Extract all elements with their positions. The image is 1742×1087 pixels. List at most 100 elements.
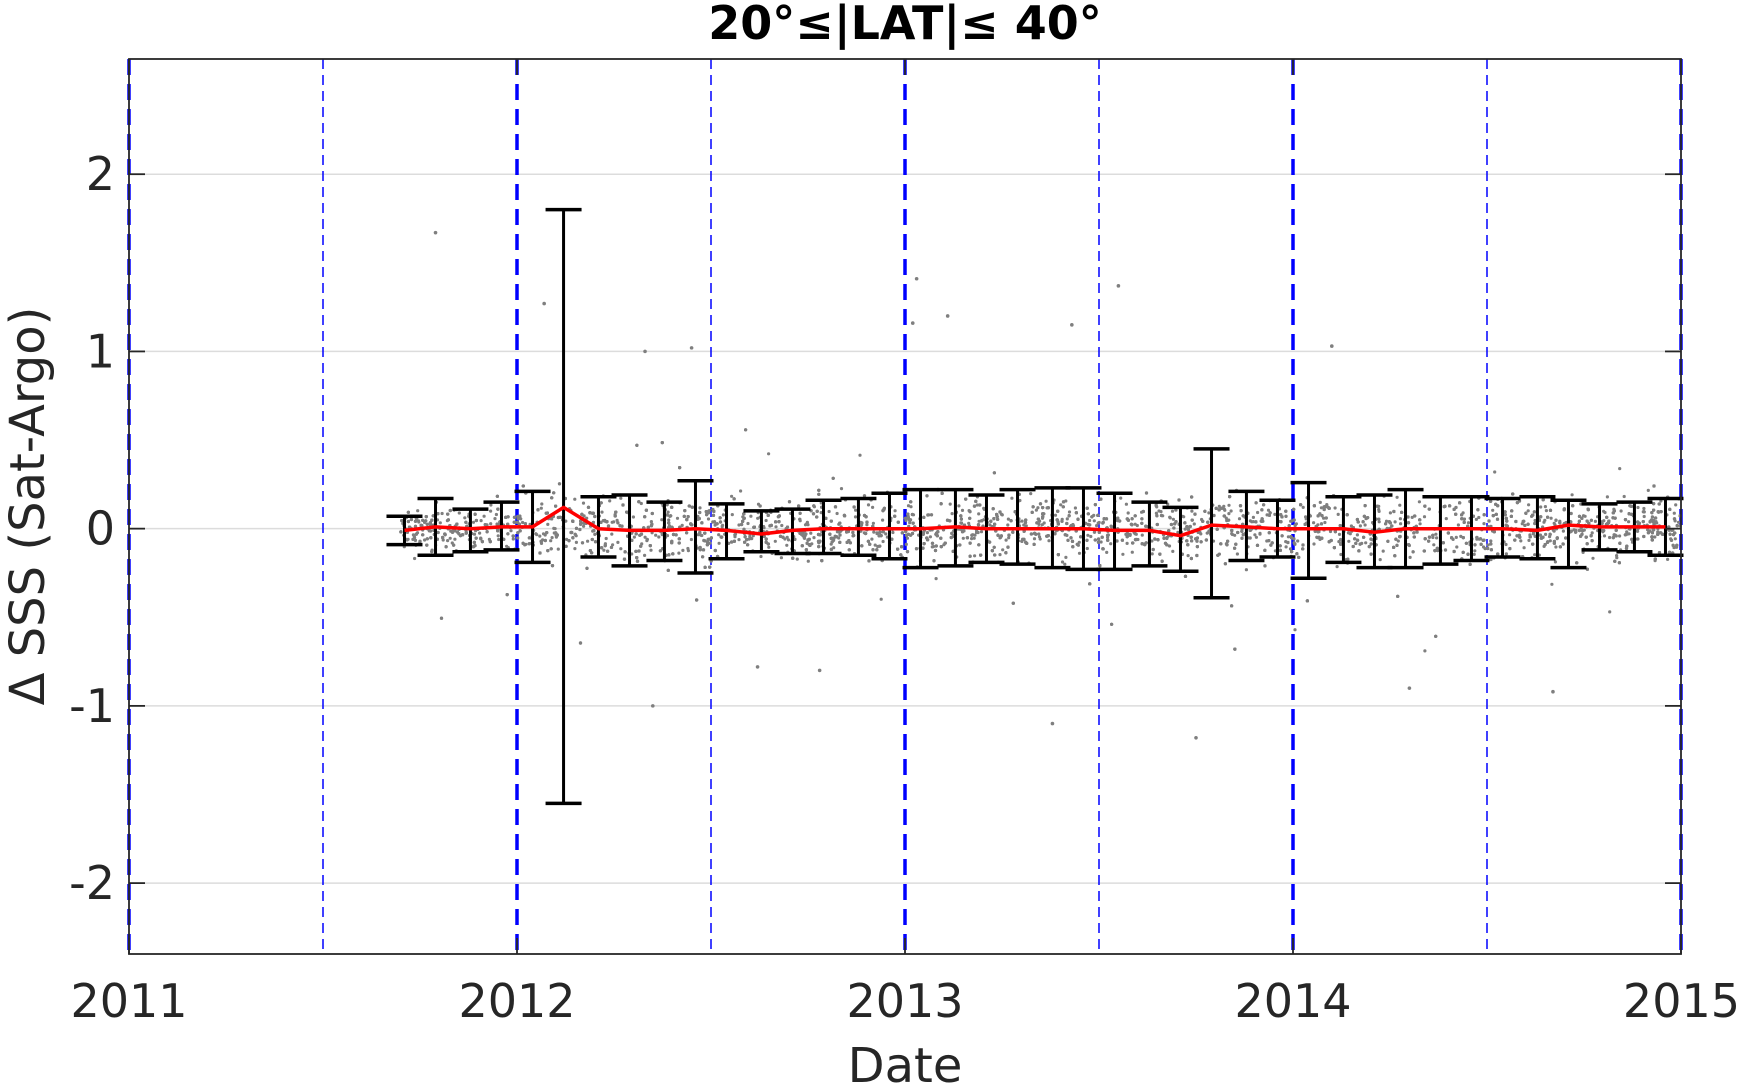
scatter-point — [1654, 516, 1658, 520]
scatter-point — [443, 533, 447, 537]
scatter-point — [557, 482, 562, 486]
scatter-point — [1642, 514, 1646, 519]
scatter-point — [1089, 534, 1093, 539]
scatter-point — [890, 537, 894, 541]
scatter-point — [1319, 506, 1323, 510]
scatter-point — [1295, 552, 1299, 556]
scatter-point — [1128, 532, 1132, 537]
scatter-point — [1185, 539, 1189, 543]
scatter-point — [472, 532, 477, 536]
scatter-point — [1001, 548, 1005, 552]
scatter-point — [1100, 535, 1104, 539]
scatter-point — [425, 522, 429, 526]
scatter-point — [1215, 527, 1219, 531]
scatter-point — [721, 513, 726, 517]
scatter-point — [749, 514, 753, 518]
scatter-point — [1079, 535, 1083, 539]
scatter-point — [808, 543, 812, 548]
scatter-point — [1435, 546, 1439, 551]
scatter-point — [1320, 536, 1324, 540]
scatter-point — [959, 517, 964, 521]
scatter-point — [1101, 547, 1105, 551]
scatter-point — [1061, 500, 1066, 504]
scatter-point — [1496, 552, 1500, 556]
scatter-point — [1427, 539, 1431, 543]
scatter-point — [870, 537, 874, 541]
scatter-point — [1636, 537, 1640, 541]
scatter-point — [1278, 544, 1282, 548]
scatter-point — [452, 543, 456, 547]
scatter-point — [1093, 538, 1097, 542]
scatter-point — [1119, 496, 1123, 500]
scatter-point — [1605, 515, 1609, 519]
scatter-point — [610, 520, 614, 524]
scatter-point — [1650, 515, 1654, 519]
scatter-point — [1675, 543, 1679, 547]
scatter-point — [713, 548, 717, 553]
scatter-point — [767, 545, 771, 549]
scatter-point — [925, 531, 930, 535]
scatter-point — [1394, 537, 1398, 541]
scatter-point — [904, 530, 908, 534]
scatter-point — [506, 515, 510, 519]
scatter-point — [1167, 544, 1172, 548]
scatter-point — [616, 521, 620, 525]
scatter-point — [1229, 509, 1233, 513]
scatter-point — [1377, 507, 1381, 512]
scatter-point — [446, 512, 450, 516]
scatter-point — [495, 522, 499, 526]
scatter-point — [817, 492, 821, 496]
scatter-point — [1290, 550, 1294, 554]
scatter-point — [1652, 522, 1656, 526]
scatter-point — [742, 516, 746, 520]
scatter-point — [1150, 552, 1154, 556]
scatter-point — [1203, 509, 1207, 513]
scatter-point — [1056, 509, 1060, 513]
scatter-point — [578, 527, 582, 532]
scatter-point — [812, 536, 816, 540]
scatter-point — [931, 545, 936, 549]
scatter-point — [926, 513, 930, 517]
scatter-point — [747, 537, 751, 541]
scatter-point — [479, 537, 483, 541]
scatter-point — [1159, 510, 1163, 514]
scatter-point — [1336, 512, 1340, 517]
scatter-point — [606, 549, 610, 553]
scatter-point — [1422, 549, 1426, 553]
scatter-point — [1503, 510, 1507, 514]
scatter-point — [961, 536, 965, 540]
scatter-point — [878, 544, 882, 548]
scatter-point — [1155, 522, 1159, 527]
scatter-point — [474, 518, 478, 523]
scatter-point — [1431, 533, 1435, 537]
scatter-point — [1612, 509, 1616, 513]
scatter-point — [1494, 512, 1498, 517]
scatter-point — [600, 546, 604, 550]
scatter-point — [1628, 504, 1632, 508]
scatter-point — [671, 532, 676, 537]
scatter-point — [998, 510, 1002, 514]
scatter-point — [1133, 514, 1137, 518]
scatter-point — [1386, 539, 1390, 543]
scatter-point — [1284, 545, 1288, 549]
scatter-point — [1013, 510, 1017, 514]
scatter-point — [625, 510, 629, 514]
scatter-point — [1059, 503, 1063, 507]
scatter-point — [744, 428, 748, 432]
scatter-point — [1168, 515, 1172, 519]
scatter-point — [1044, 499, 1048, 503]
scatter-point — [519, 517, 523, 521]
scatter-point — [797, 504, 801, 508]
scatter-point — [1254, 535, 1258, 539]
scatter-point — [413, 519, 418, 523]
scatter-point — [812, 504, 816, 508]
scatter-point — [1423, 504, 1427, 508]
scatter-point — [550, 564, 555, 568]
scatter-point — [871, 548, 875, 552]
scatter-point — [1006, 545, 1010, 549]
scatter-point — [1046, 534, 1050, 538]
scatter-point — [1511, 492, 1515, 496]
scatter-point — [1131, 541, 1135, 545]
scatter-point — [1110, 622, 1114, 626]
scatter-point — [1327, 506, 1331, 510]
